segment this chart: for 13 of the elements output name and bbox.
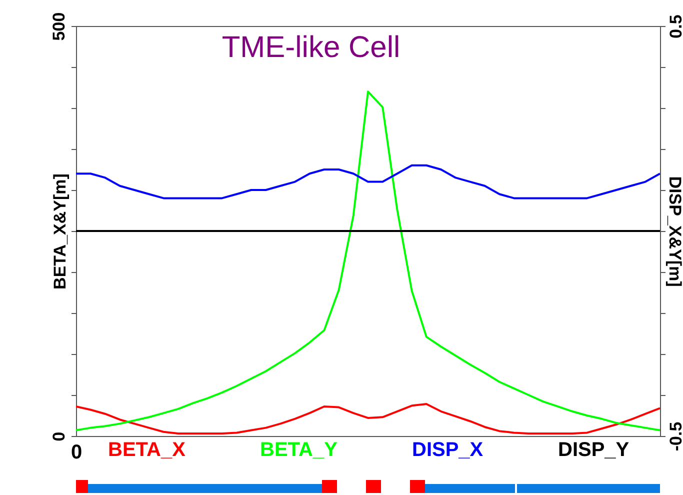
y2-axis-title: DISP_X&Y[m] xyxy=(666,176,683,287)
line-series xyxy=(76,164,660,200)
chart-title: TME-like Cell xyxy=(222,31,400,64)
line-series xyxy=(76,403,660,435)
y2-tick-label: 0.5 xyxy=(666,14,683,38)
line-series xyxy=(76,90,660,432)
y-axis-title: BETA_X&Y[m] xyxy=(50,174,70,290)
y-tick-label: 500 xyxy=(50,12,68,41)
y2-tick-label: -0.5 xyxy=(666,422,683,452)
series-label: BETA_X xyxy=(108,439,186,461)
text: DISP_X xyxy=(412,439,484,461)
text: DISP_Y xyxy=(558,439,630,461)
text: BETA_Y xyxy=(260,439,338,461)
